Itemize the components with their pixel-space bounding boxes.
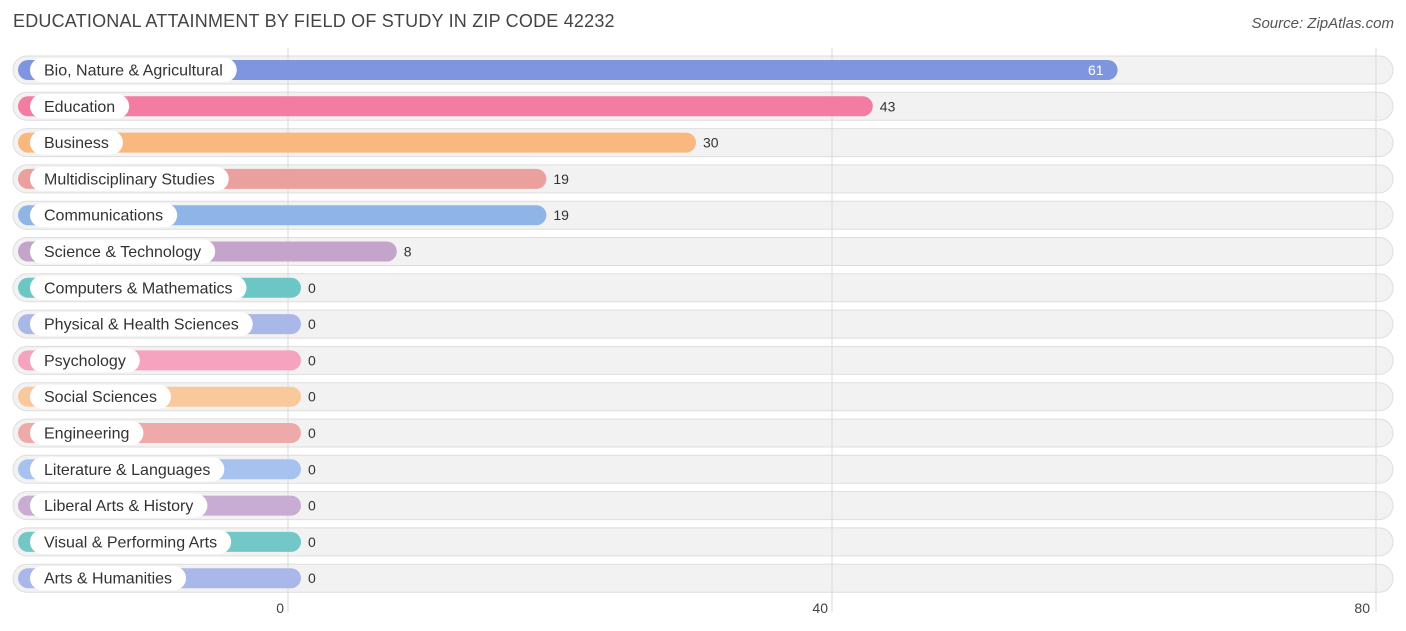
label-pill <box>30 166 229 191</box>
bar-label: Science & Technology <box>44 244 201 261</box>
label-pill <box>30 421 144 445</box>
bar <box>18 132 696 153</box>
value-label: 30 <box>703 135 719 151</box>
value-label: 0 <box>308 280 316 296</box>
row-track <box>12 382 1394 412</box>
bar-label: Communications <box>44 208 163 225</box>
x-tick-label: 40 <box>812 600 828 616</box>
label-pill <box>30 566 187 591</box>
value-label: 0 <box>308 534 316 550</box>
label-pill <box>30 312 253 337</box>
value-label: 0 <box>308 498 316 514</box>
value-label: 0 <box>308 425 316 441</box>
bar-label: Psychology <box>44 353 126 370</box>
row-track <box>12 491 1394 521</box>
label-pill <box>30 384 171 409</box>
x-tick-label: 80 <box>1354 600 1370 616</box>
value-label: 0 <box>308 352 316 368</box>
row-track <box>12 527 1394 557</box>
bar <box>18 60 1118 80</box>
label-pill <box>30 529 232 554</box>
source-credit: Source: ZipAtlas.com <box>1251 15 1394 32</box>
bar-label: Social Sciences <box>44 389 157 406</box>
bar <box>18 96 873 117</box>
row-track <box>12 345 1394 375</box>
label-pill <box>30 130 123 155</box>
row-track <box>12 309 1394 339</box>
row-track <box>12 454 1394 484</box>
bar-label: Multidisciplinary Studies <box>44 171 215 188</box>
label-pill <box>30 493 208 518</box>
bar-label: Bio, Nature & Agricultural <box>44 63 223 80</box>
bar-label: Physical & Health Sciences <box>44 317 239 334</box>
value-label: 19 <box>553 171 569 187</box>
value-label: 0 <box>308 389 316 405</box>
value-label: 61 <box>1088 62 1104 78</box>
label-pill <box>30 275 247 300</box>
label-pill <box>30 239 216 264</box>
bar-label: Visual & Performing Arts <box>44 534 217 551</box>
value-label: 43 <box>880 98 896 114</box>
chart-title: EDUCATIONAL ATTAINMENT BY FIELD OF STUDY… <box>13 11 615 31</box>
bar-label: Business <box>44 135 109 152</box>
bar-label: Arts & Humanities <box>44 571 172 588</box>
row-track <box>12 563 1394 593</box>
label-pill <box>30 348 140 373</box>
value-label: 0 <box>308 570 316 586</box>
row-track <box>12 418 1394 448</box>
bar-label: Literature & Languages <box>44 462 210 479</box>
value-label: 8 <box>404 244 412 260</box>
label-pill <box>30 457 225 482</box>
value-label: 0 <box>308 461 316 477</box>
bar-label: Computers & Mathematics <box>44 280 233 297</box>
bar-label: Liberal Arts & History <box>44 498 193 515</box>
value-label: 19 <box>553 207 569 223</box>
bar-label: Engineering <box>44 426 129 443</box>
x-tick-label: 0 <box>276 600 284 616</box>
row-track <box>12 273 1394 303</box>
label-pill <box>30 203 178 228</box>
label-pill <box>30 94 130 119</box>
value-label: 0 <box>308 316 316 332</box>
bar-label: Education <box>44 99 115 116</box>
label-pill <box>30 58 237 82</box>
